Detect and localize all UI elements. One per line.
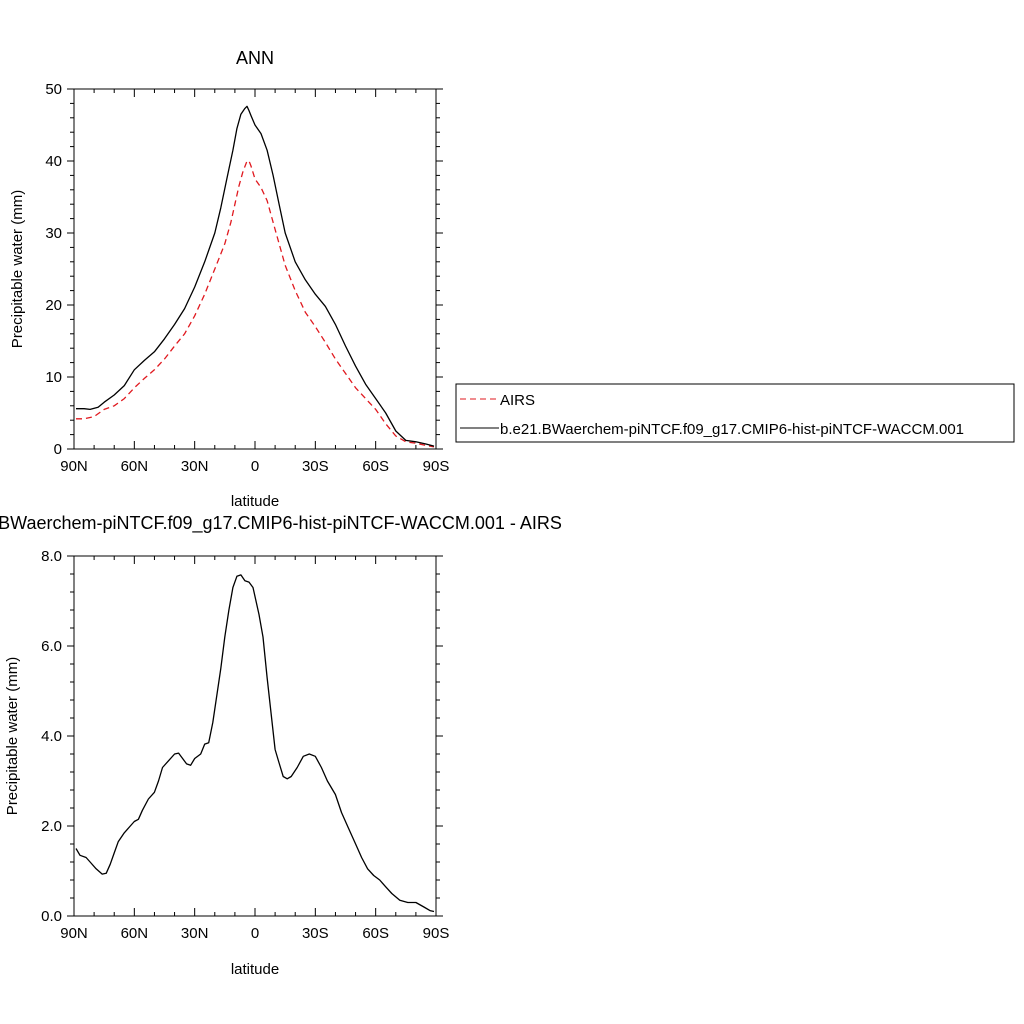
- top-y-axis-title: Precipitable water (mm): [9, 190, 26, 348]
- x-tick-label: 90S: [423, 925, 450, 942]
- bottom-chart: b.e21.BWaerchem-piNTCF.f09_g17.CMIP6-his…: [0, 513, 562, 978]
- y-tick-label: 50: [45, 81, 62, 98]
- x-tick-label: 90N: [60, 458, 88, 475]
- y-tick-label: 4.0: [41, 728, 62, 745]
- x-tick-label: 90N: [60, 925, 88, 942]
- x-tick-label: 0: [251, 458, 259, 475]
- y-tick-label: 2.0: [41, 818, 62, 835]
- x-tick-label: 60N: [121, 925, 149, 942]
- legend: AIRS b.e21.BWaerchem-piNTCF.f09_g17.CMIP…: [455, 383, 1015, 443]
- top-chart: ANN 90N 60N 30N 0 30S 60S 90S 0 10 20 30 40 50 latit…: [9, 48, 449, 510]
- series-line-0-1: [76, 105, 435, 447]
- y-tick-label: 40: [45, 153, 62, 170]
- x-tick-label: 60N: [121, 458, 149, 475]
- bottom-chart-title: b.e21.BWaerchem-piNTCF.f09_g17.CMIP6-his…: [0, 513, 562, 534]
- y-tick-label: 6.0: [41, 638, 62, 655]
- y-tick-label: 10: [45, 369, 62, 386]
- bottom-x-axis-title: latitude: [231, 961, 279, 978]
- x-tick-label: 60S: [362, 458, 389, 475]
- y-tick-label: 30: [45, 225, 62, 242]
- y-tick-label: 20: [45, 297, 62, 314]
- top-chart-title: ANN: [236, 48, 274, 68]
- x-tick-label: 90S: [423, 458, 450, 475]
- bottom-plot-frame: [73, 555, 437, 917]
- legend-label-airs: AIRS: [500, 392, 535, 409]
- series-line-1-0: [75, 574, 435, 913]
- y-tick-label: 0: [54, 441, 62, 458]
- bottom-y-axis-title: Precipitable water (mm): [4, 657, 21, 815]
- x-tick-label: 30N: [181, 925, 209, 942]
- series-line-0-0: [76, 160, 435, 448]
- x-tick-label: 0: [251, 925, 259, 942]
- x-tick-label: 30N: [181, 458, 209, 475]
- legend-box: [455, 383, 1015, 443]
- x-tick-label: 30S: [302, 458, 329, 475]
- x-tick-label: 30S: [302, 925, 329, 942]
- x-tick-label: 60S: [362, 925, 389, 942]
- y-tick-label: 0.0: [41, 908, 62, 925]
- top-plot-frame: [73, 88, 437, 450]
- legend-label-model: b.e21.BWaerchem-piNTCF.f09_g17.CMIP6-his…: [500, 421, 964, 438]
- y-tick-label: 8.0: [41, 548, 62, 565]
- top-x-axis-title: latitude: [231, 493, 279, 510]
